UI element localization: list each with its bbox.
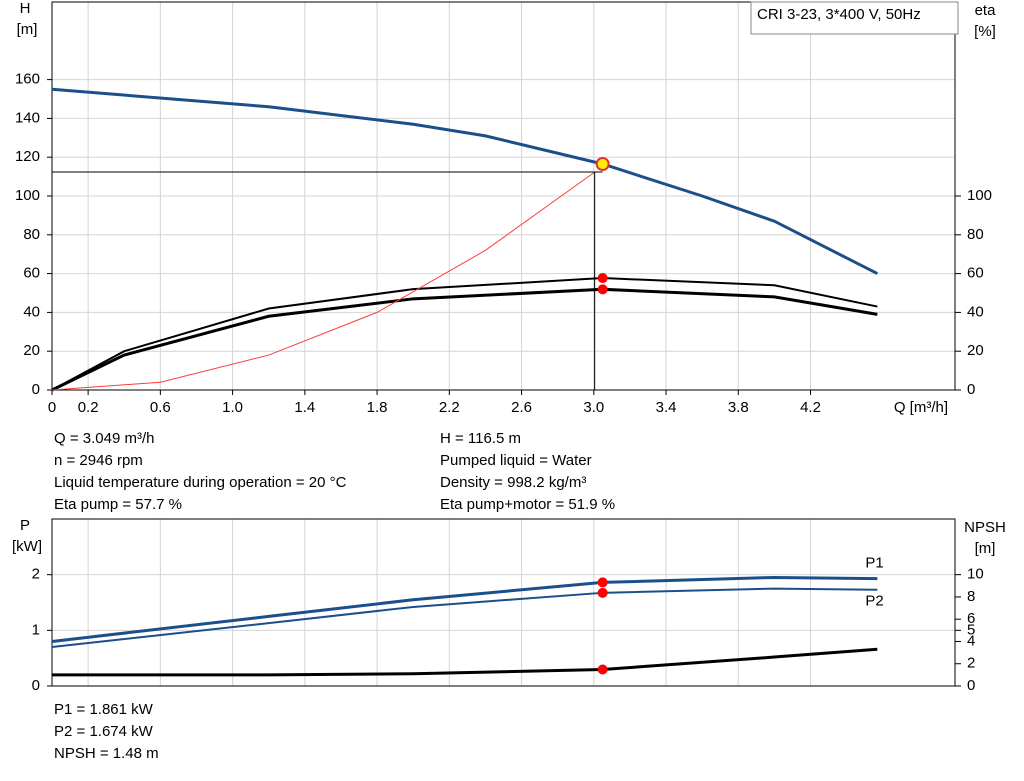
info-line: Pumped liquid = Water xyxy=(440,452,592,469)
series-line xyxy=(51,87,879,275)
y2-axis-label: eta xyxy=(975,2,997,19)
y-axis-label: P xyxy=(20,517,30,534)
operating-point xyxy=(597,577,608,588)
x-tick-label: 1.8 xyxy=(367,399,388,416)
operating-point xyxy=(597,284,608,295)
x-tick-label: 2.2 xyxy=(439,399,460,416)
operating-point xyxy=(597,664,608,675)
info-right: H = 116.5 m Pumped liquid = Water Density … xyxy=(440,428,615,516)
series-line xyxy=(51,172,595,391)
y-tick-label: 1 xyxy=(32,621,40,638)
info-left: Q = 3.049 m³/h n = 2946 rpm Liquid tempera… xyxy=(54,428,346,516)
y2-tick-label: 40 xyxy=(967,303,984,320)
y2-tick-label: 10 xyxy=(967,566,984,583)
info-line: H = 116.5 m xyxy=(440,430,522,447)
operating-point xyxy=(597,273,608,284)
x-tick-label: 3.8 xyxy=(728,399,749,416)
y-tick-label: 160 xyxy=(15,71,40,88)
x-tick-label: 0.6 xyxy=(150,399,171,416)
series-label: P2 xyxy=(865,593,883,610)
series-line xyxy=(51,287,878,392)
x-tick-label: 0 xyxy=(48,399,56,416)
info-line: P1 = 1.861 kW xyxy=(54,701,153,718)
x-axis-label: Q [m³/h] xyxy=(894,399,948,416)
y2-tick-label: 0 xyxy=(967,677,975,694)
info-line: Eta pump = 57.7 % xyxy=(54,496,182,513)
legend-text: CRI 3-23, 3*400 V, 50Hz xyxy=(757,6,921,23)
y-axis-label: [m] xyxy=(17,21,38,38)
y2-tick-label: 20 xyxy=(967,342,984,359)
y-tick-label: 140 xyxy=(15,109,40,126)
y2-tick-label: 8 xyxy=(967,588,975,605)
y2-tick-label: 4 xyxy=(967,632,975,649)
y-tick-label: 120 xyxy=(15,148,40,165)
y-tick-label: 80 xyxy=(23,226,40,243)
series-line xyxy=(52,647,878,677)
info-line: P2 = 1.674 kW xyxy=(54,723,153,740)
y2-tick-label: 0 xyxy=(967,381,975,398)
info-line: n = 2946 rpm xyxy=(54,452,143,469)
operating-point xyxy=(595,156,610,171)
operating-point xyxy=(597,587,608,598)
y-tick-label: 0 xyxy=(32,381,40,398)
series-line xyxy=(51,587,878,649)
y-tick-label: 20 xyxy=(23,342,40,359)
legend-box xyxy=(750,1,959,35)
y-tick-label: 40 xyxy=(23,303,40,320)
series-label: P1 xyxy=(865,555,883,572)
y2-tick-label: 80 xyxy=(967,226,984,243)
y-tick-label: 60 xyxy=(23,265,40,282)
info-line: Density = 998.2 kg/m³ xyxy=(440,474,587,491)
y-tick-label: 0 xyxy=(32,677,40,694)
plot-frame xyxy=(51,518,956,687)
info-line: Q = 3.049 m³/h xyxy=(54,430,155,447)
y2-tick-label: 2 xyxy=(967,655,975,672)
y-tick-label: 100 xyxy=(15,187,40,204)
y2-tick-label: 100 xyxy=(967,187,992,204)
y-axis-label: [kW] xyxy=(12,538,42,555)
x-tick-label: 1.4 xyxy=(294,399,315,416)
info-line: Liquid temperature during operation = 20… xyxy=(54,474,347,491)
x-tick-label: 4.2 xyxy=(800,399,821,416)
x-tick-label: 0.2 xyxy=(78,399,99,416)
y-tick-label: 2 xyxy=(32,566,40,583)
y2-tick-label: 5 xyxy=(967,621,975,638)
y2-axis-label: [%] xyxy=(974,23,996,40)
series-line xyxy=(51,575,878,643)
x-tick-label: 1.0 xyxy=(222,399,243,416)
info-bottom: P1 = 1.861 kW P2 = 1.674 kW NPSH = 1.48 m xyxy=(54,699,159,765)
y-axis-label: H xyxy=(20,0,31,17)
y2-axis-label: NPSH xyxy=(964,519,1006,536)
x-tick-label: 2.6 xyxy=(511,399,532,416)
info-line: Eta pump+motor = 51.9 % xyxy=(440,496,616,513)
plot-frame xyxy=(51,1,956,391)
y2-tick-label: 6 xyxy=(967,610,975,627)
x-tick-label: 3.0 xyxy=(583,399,604,416)
y2-axis-label: [m] xyxy=(975,540,996,557)
series-line xyxy=(51,277,878,391)
x-tick-label: 3.4 xyxy=(656,399,677,416)
y2-tick-label: 60 xyxy=(967,265,984,282)
info-line: NPSH = 1.48 m xyxy=(54,745,159,762)
